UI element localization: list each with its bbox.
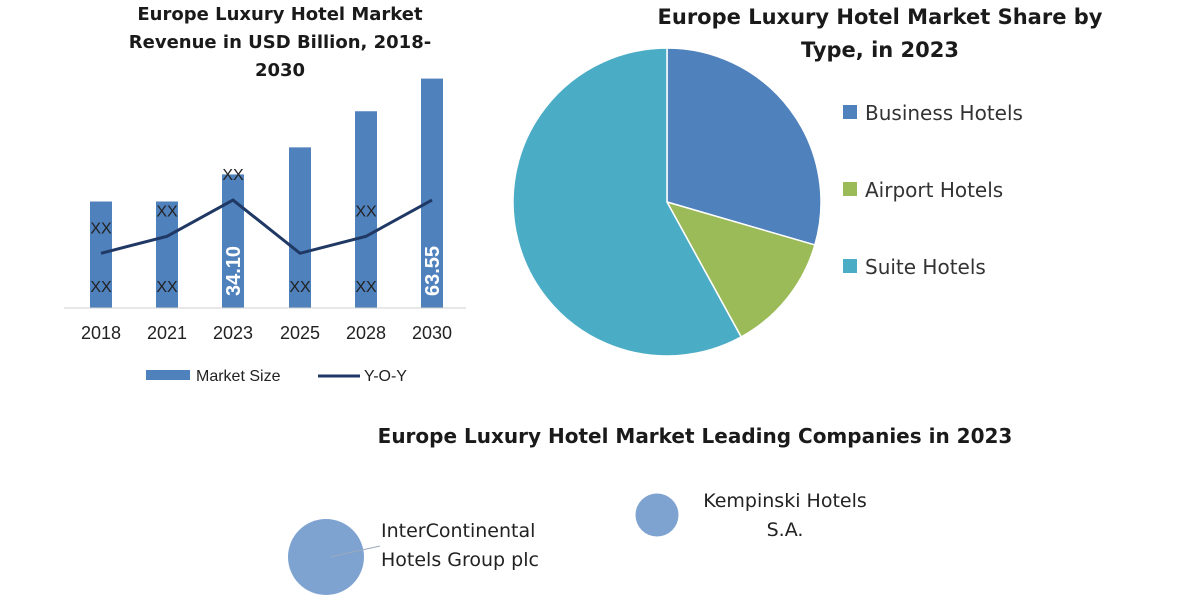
pie-chart-title-line: Europe Luxury Hotel Market Share by [657,5,1103,29]
pie-legend-label: Suite Hotels [865,255,986,279]
bar-value-label: XX [355,279,377,296]
bar-chart-title-line: Revenue in USD Billion, 2018- [128,32,432,53]
pie-chart-title: Europe Luxury Hotel Market Share by Type… [640,1,1120,67]
pie-legend-label: Airport Hotels [865,178,1003,202]
yoy-value-label: XX [355,203,377,220]
pie-legend-label: Business Hotels [865,101,1023,125]
bar-2030 [421,78,443,308]
bar-chart-title-line: Europe Luxury Hotel Market [137,4,423,25]
x-tick-label: 2030 [412,323,452,343]
bar-2018 [90,201,112,308]
bar-2021 [156,201,178,308]
company-label: S.A. [767,519,804,541]
bar-chart-title: Europe Luxury Hotel Market Revenue in US… [110,1,450,85]
pie-slice-airport-hotels [665,200,816,338]
company-bubble [288,519,364,595]
bar-2025 [289,147,311,308]
company-label: Kempinski Hotels [703,490,867,512]
pie-slice-business-hotels [666,47,822,246]
pie-chart-title-line: Type, in 2023 [801,38,959,62]
legend-market-size-label: Market Size [196,368,281,385]
company-label: Hotels Group plc [381,549,539,571]
bar-value-label: XX [156,279,178,296]
pie-legend-swatch [843,105,857,119]
x-tick-label: 2025 [280,323,320,343]
yoy-line [100,198,433,255]
x-tick-label: 2018 [81,323,121,343]
bar-value-label: 63.55 [422,246,444,296]
company-leader-line [329,545,381,558]
pie-slice-suite-hotels [512,47,743,357]
x-tick-label: 2023 [213,323,253,343]
company-label: InterContinental [381,520,535,542]
yoy-value-label: XX [222,167,244,184]
bar-chart-title-line: 2030 [254,60,306,81]
bar-value-label: XX [289,279,311,296]
x-tick-label: 2021 [147,323,187,343]
company-bubble [635,493,679,537]
legend-market-size-swatch [146,370,190,380]
x-tick-label: 2028 [346,323,386,343]
bubble-chart-title: Europe Luxury Hotel Market Leading Compa… [377,424,1013,448]
yoy-value-label: XX [156,203,178,220]
yoy-value-label: XX [90,220,112,237]
bar-value-label: 34.10 [223,246,245,296]
pie-legend-swatch [843,182,857,196]
bar-2028 [355,111,377,308]
pie-legend-swatch [843,259,857,273]
bar-2023 [222,174,244,308]
legend-yoy-label: Y-O-Y [364,368,407,385]
bar-value-label: XX [90,279,112,296]
